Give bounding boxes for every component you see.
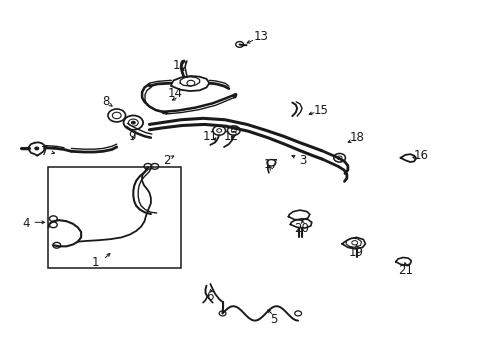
Text: 4: 4 [22, 216, 30, 230]
Text: 10: 10 [172, 59, 187, 72]
Text: 12: 12 [223, 130, 238, 144]
Text: 8: 8 [102, 95, 109, 108]
Text: 6: 6 [206, 290, 214, 303]
Text: 17: 17 [264, 158, 278, 171]
Text: 9: 9 [128, 130, 136, 144]
Text: 15: 15 [313, 104, 328, 117]
Circle shape [35, 147, 39, 150]
Text: 16: 16 [413, 149, 427, 162]
Text: 3: 3 [299, 154, 306, 167]
Bar [48, 167, 181, 268]
Text: 19: 19 [348, 246, 364, 259]
Text: 21: 21 [397, 264, 412, 277]
Text: 18: 18 [348, 131, 364, 144]
Text: 7: 7 [41, 145, 48, 158]
Text: 14: 14 [167, 87, 183, 100]
Text: 11: 11 [203, 130, 218, 144]
Text: 20: 20 [294, 222, 309, 235]
Circle shape [131, 121, 135, 124]
Text: 5: 5 [269, 313, 277, 327]
Text: 1: 1 [92, 256, 100, 269]
Text: 13: 13 [254, 30, 268, 43]
Text: 2: 2 [163, 154, 170, 167]
